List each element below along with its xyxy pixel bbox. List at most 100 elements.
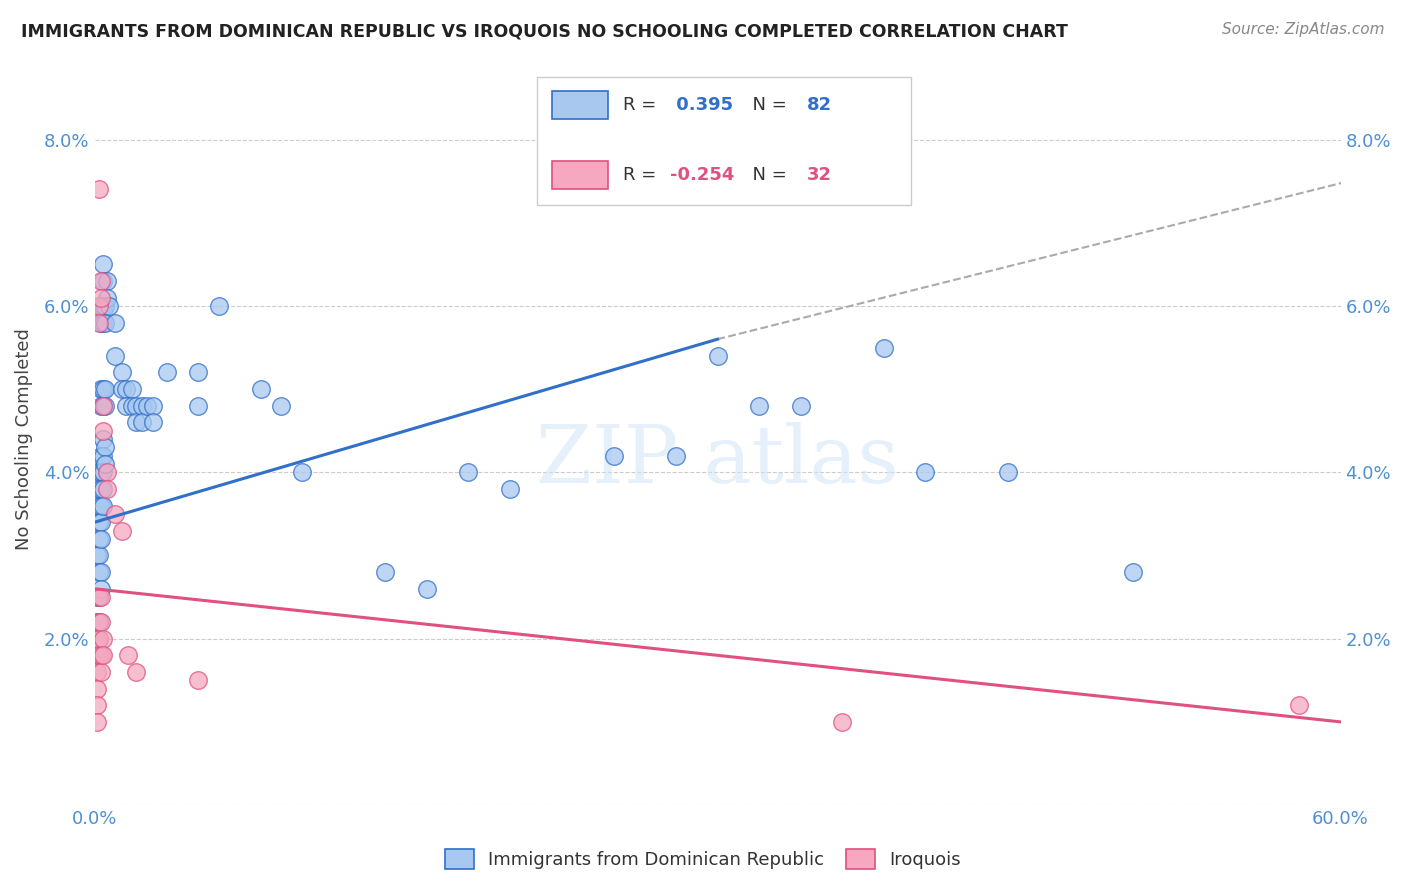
- Point: [1288, 698, 1310, 713]
- Point: [90, 449, 112, 463]
- Point: [91, 432, 114, 446]
- Text: IMMIGRANTS FROM DOMINICAN REPUBLIC VS IROQUOIS NO SCHOOLING COMPLETED CORRELATIO: IMMIGRANTS FROM DOMINICAN REPUBLIC VS IR…: [21, 22, 1069, 40]
- Point: [94, 382, 117, 396]
- Point: [187, 399, 209, 413]
- Text: ZIP atlas: ZIP atlas: [536, 422, 898, 500]
- Point: [91, 399, 114, 413]
- Point: [87, 648, 110, 663]
- Point: [87, 648, 110, 663]
- Point: [91, 382, 114, 396]
- Point: [90, 499, 112, 513]
- Point: [110, 524, 132, 538]
- Point: [131, 399, 153, 413]
- Point: [90, 615, 112, 629]
- Point: [291, 465, 314, 479]
- Point: [98, 299, 121, 313]
- Point: [90, 482, 112, 496]
- Point: [91, 465, 114, 479]
- Point: [91, 482, 114, 496]
- Point: [90, 299, 112, 313]
- Point: [94, 299, 117, 313]
- Point: [94, 316, 117, 330]
- Point: [91, 399, 114, 413]
- Point: [90, 565, 112, 579]
- Point: [706, 349, 728, 363]
- Point: [914, 465, 936, 479]
- Point: [86, 698, 108, 713]
- Point: [135, 399, 157, 413]
- Point: [87, 590, 110, 604]
- Point: [90, 274, 112, 288]
- FancyBboxPatch shape: [537, 77, 911, 205]
- Point: [997, 465, 1019, 479]
- Text: Source: ZipAtlas.com: Source: ZipAtlas.com: [1222, 22, 1385, 37]
- Point: [94, 441, 117, 455]
- Point: [91, 449, 114, 463]
- Point: [87, 182, 110, 196]
- Point: [86, 507, 108, 521]
- Point: [86, 681, 108, 696]
- Point: [125, 399, 148, 413]
- Point: [96, 291, 118, 305]
- Point: [87, 632, 110, 646]
- Point: [91, 257, 114, 271]
- Point: [86, 590, 108, 604]
- Point: [603, 449, 626, 463]
- Y-axis label: No Schooling Completed: No Schooling Completed: [15, 328, 32, 550]
- Text: -0.254: -0.254: [671, 166, 734, 184]
- Point: [90, 532, 112, 546]
- Point: [86, 615, 108, 629]
- Point: [121, 382, 143, 396]
- Point: [104, 507, 127, 521]
- Point: [90, 399, 112, 413]
- Point: [114, 382, 136, 396]
- Point: [125, 665, 148, 679]
- Point: [87, 299, 110, 313]
- Point: [90, 316, 112, 330]
- Legend: Immigrants from Dominican Republic, Iroquois: Immigrants from Dominican Republic, Iroq…: [436, 839, 970, 879]
- Point: [90, 382, 112, 396]
- Point: [208, 299, 231, 313]
- Point: [131, 416, 153, 430]
- Point: [86, 549, 108, 563]
- Point: [90, 582, 112, 596]
- Text: 32: 32: [807, 166, 832, 184]
- Text: 82: 82: [807, 96, 832, 114]
- Point: [87, 590, 110, 604]
- Point: [374, 565, 396, 579]
- Point: [91, 424, 114, 438]
- Point: [91, 499, 114, 513]
- Point: [187, 673, 209, 688]
- Point: [87, 632, 110, 646]
- Point: [416, 582, 439, 596]
- Point: [117, 648, 139, 663]
- Text: N =: N =: [741, 96, 793, 114]
- Text: 0.395: 0.395: [671, 96, 734, 114]
- Point: [87, 499, 110, 513]
- Point: [1122, 565, 1144, 579]
- Point: [499, 482, 522, 496]
- Point: [110, 382, 132, 396]
- Point: [125, 416, 148, 430]
- Text: R =: R =: [623, 166, 662, 184]
- Point: [86, 714, 108, 729]
- Point: [86, 632, 108, 646]
- Point: [87, 615, 110, 629]
- Point: [114, 399, 136, 413]
- Point: [90, 465, 112, 479]
- Text: R =: R =: [623, 96, 662, 114]
- Point: [90, 590, 112, 604]
- Point: [90, 515, 112, 529]
- Point: [187, 366, 209, 380]
- Point: [94, 399, 117, 413]
- Point: [873, 341, 896, 355]
- Point: [665, 449, 688, 463]
- Point: [96, 482, 118, 496]
- Point: [87, 565, 110, 579]
- Point: [94, 457, 117, 471]
- Point: [87, 465, 110, 479]
- Point: [91, 316, 114, 330]
- FancyBboxPatch shape: [551, 161, 607, 188]
- Text: N =: N =: [741, 166, 793, 184]
- Point: [156, 366, 179, 380]
